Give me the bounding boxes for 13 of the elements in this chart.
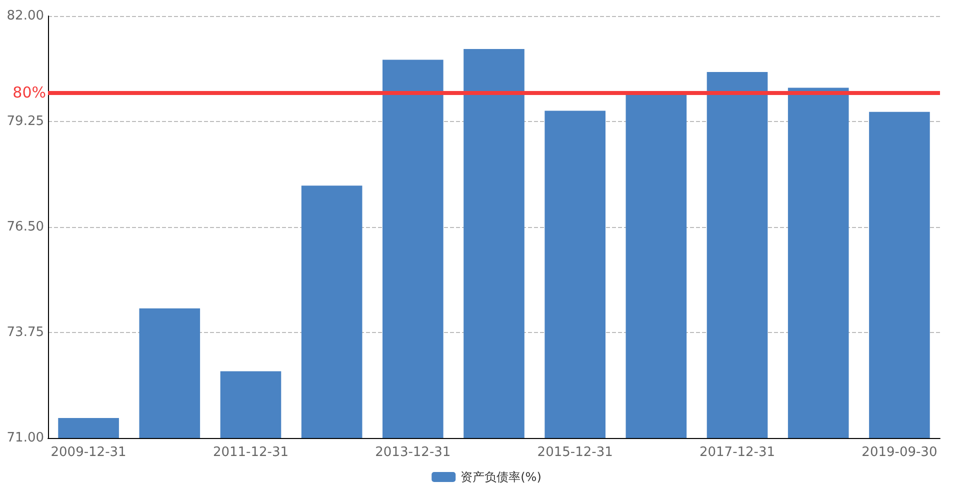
x-tick-label: 2009-12-31: [50, 445, 126, 460]
y-tick-label: 71.00: [6, 430, 44, 446]
x-tick-label: 2013-12-31: [375, 445, 451, 460]
x-tick-label: 2011-12-31: [212, 445, 289, 460]
ref-line-label: 80%: [12, 84, 46, 102]
y-tick-label: 79.25: [6, 114, 44, 129]
y-tick-label: 73.75: [6, 325, 44, 340]
x-tick-label: 2015-12-31: [537, 445, 613, 460]
x-tick-label: 2019-09-30: [862, 445, 938, 460]
legend-label: 资产负债率(%): [460, 470, 542, 484]
y-tick-label: 76.50: [6, 220, 44, 234]
x-tick-label: 2017-12-31: [699, 445, 776, 460]
y-tick-label: 82.00: [6, 8, 44, 24]
